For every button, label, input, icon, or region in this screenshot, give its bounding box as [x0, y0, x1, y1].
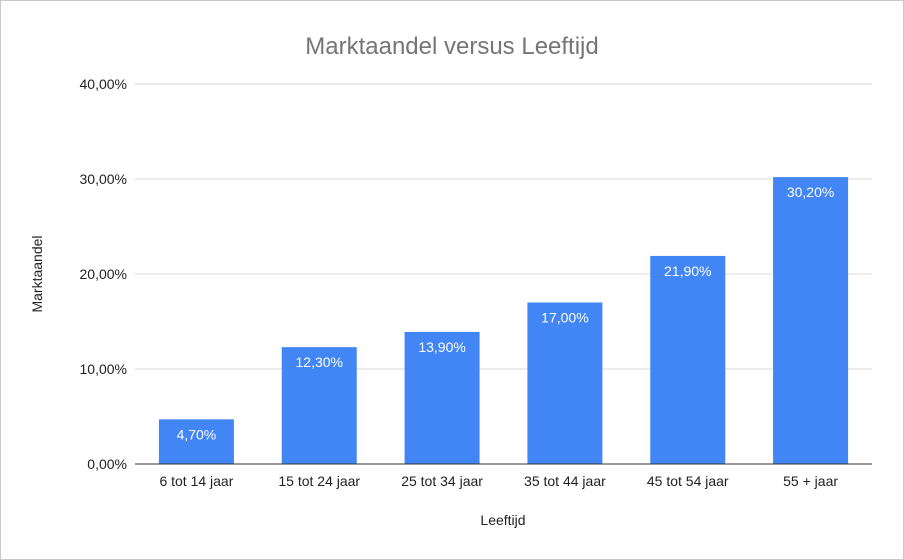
y-axis-ticks: 0,00% 10,00% 20,00% 30,00% 40,00%	[80, 76, 127, 472]
y-tick-label: 10,00%	[80, 361, 127, 377]
data-label: 21,90%	[664, 263, 711, 279]
x-tick-label: 6 tot 14 jaar	[159, 473, 233, 489]
bar	[527, 302, 603, 464]
bar	[404, 331, 480, 464]
x-axis-label: Leeftijd	[480, 512, 525, 528]
y-tick-label: 0,00%	[87, 456, 127, 472]
x-tick-label: 15 tot 24 jaar	[278, 473, 360, 489]
y-tick-label: 20,00%	[80, 266, 127, 282]
x-tick-label: 35 tot 44 jaar	[524, 473, 606, 489]
y-tick-label: 40,00%	[80, 76, 127, 92]
bar	[773, 177, 849, 464]
bar	[281, 347, 357, 464]
data-label: 13,90%	[418, 339, 465, 355]
bar	[650, 255, 726, 464]
data-label: 17,00%	[541, 310, 588, 326]
data-label: 12,30%	[296, 354, 343, 370]
x-axis-ticks: 6 tot 14 jaar 15 tot 24 jaar 25 tot 34 jaa…	[159, 473, 838, 489]
data-label: 4,70%	[177, 426, 217, 442]
y-axis-label: Marktaandel	[29, 235, 45, 312]
x-tick-label: 45 tot 54 jaar	[647, 473, 729, 489]
bar	[158, 419, 234, 464]
x-tick-label: 55 + jaar	[783, 473, 838, 489]
x-tick-label: 25 tot 34 jaar	[401, 473, 483, 489]
y-tick-label: 30,00%	[80, 171, 127, 187]
chart-title: Marktaandel versus Leeftijd	[305, 33, 598, 60]
data-label: 30,20%	[787, 184, 834, 200]
bars: 4,70% 12,30% 13,90% 17,00% 21,90% 30,20%	[158, 177, 849, 464]
gridlines	[135, 83, 872, 370]
